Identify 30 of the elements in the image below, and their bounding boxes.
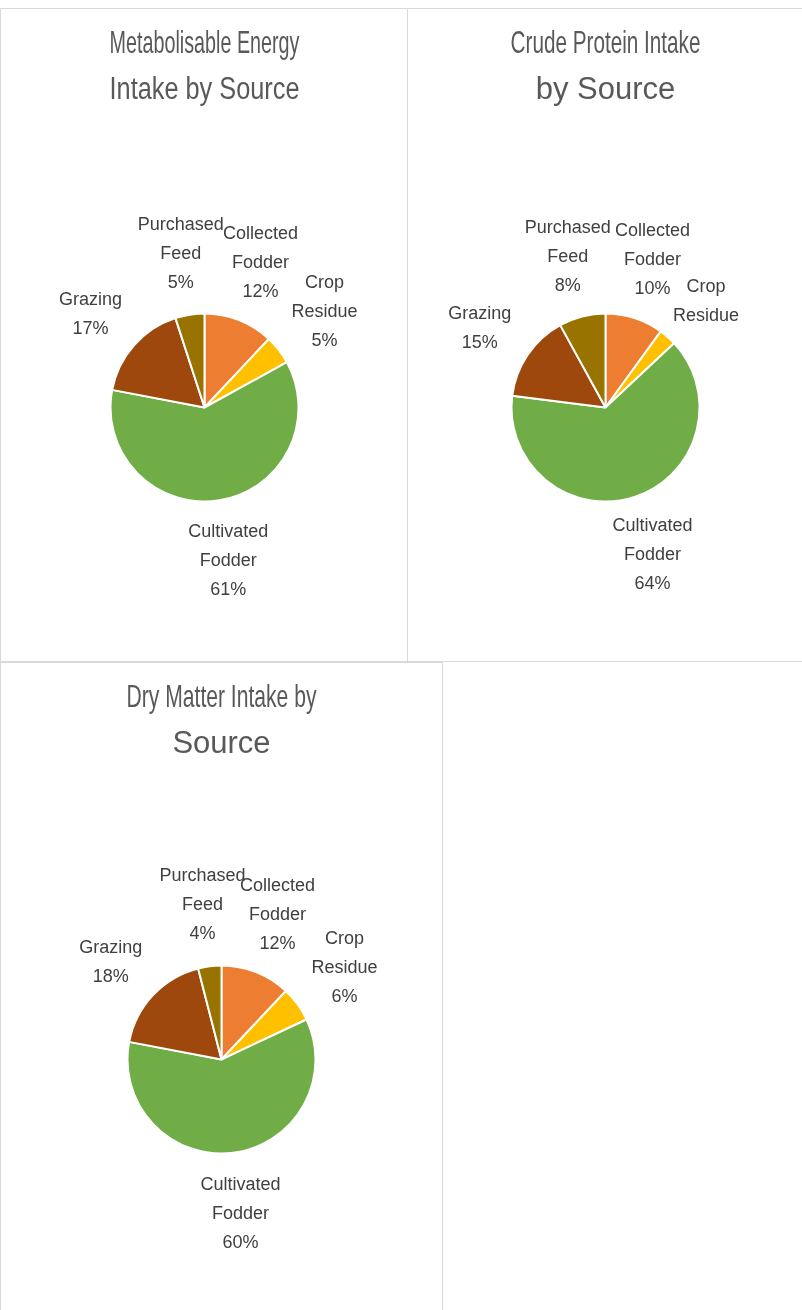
slice-label: Grazing [58, 288, 122, 309]
slice-label: Crop Residue [311, 928, 378, 978]
slice-label: Collected Fodder [222, 222, 298, 272]
slice-label: Purchased Feed [137, 213, 224, 263]
slice-label: Cultivated Fodder [612, 515, 693, 565]
slice-label: Crop Residue [673, 276, 740, 326]
data-label: 12% [242, 280, 279, 301]
data-label: 61% [210, 579, 247, 600]
chart-title: Crude Protein Intake by Source [510, 24, 701, 107]
data-label: 5% [167, 271, 194, 292]
slice-label: Cultivated Fodder [200, 1173, 281, 1223]
chart-title: Dry Matter Intake by Source [126, 678, 318, 761]
data-label: 5% [311, 330, 338, 351]
slice-label: Grazing [79, 937, 143, 958]
data-label: 64% [634, 573, 671, 594]
slice-label: Purchased Feed [524, 216, 611, 266]
data-label: 10% [634, 277, 671, 298]
chart-title: Metabolisable Energy Intake by Source [109, 24, 300, 106]
data-label: 8% [554, 274, 581, 295]
data-label: 18% [92, 966, 129, 987]
data-label: 12% [259, 932, 296, 953]
data-label: 17% [72, 317, 109, 338]
data-label: 4% [189, 923, 216, 944]
slice-label: Crop Residue [291, 272, 358, 322]
slice-label: Cultivated Fodder [188, 521, 269, 571]
slice-label: Grazing [448, 302, 512, 323]
data-label: 6% [331, 986, 358, 1007]
data-label: 60% [222, 1231, 259, 1252]
data-label: 15% [461, 331, 498, 352]
slice-label: Collected Fodder [614, 219, 690, 269]
